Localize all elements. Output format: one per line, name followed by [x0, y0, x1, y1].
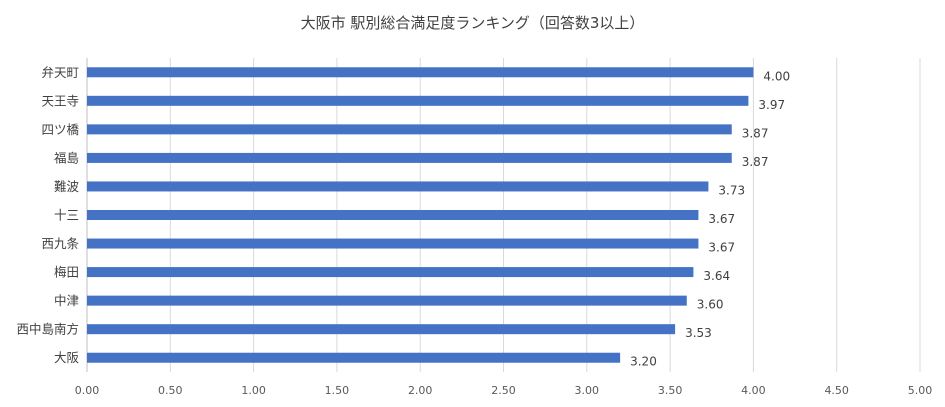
- x-tick-label: 1.00: [241, 384, 266, 397]
- data-label: 3.87: [742, 155, 769, 169]
- data-label: 4.00: [763, 69, 790, 83]
- category-label: 大阪: [54, 350, 80, 365]
- x-tick-label: 3.00: [575, 384, 600, 397]
- data-label: 3.60: [697, 298, 724, 312]
- bar: [87, 352, 621, 363]
- x-tick-label: 4.50: [824, 384, 849, 397]
- category-label: 中津: [54, 293, 79, 308]
- bar: [87, 124, 732, 135]
- data-label: 3.20: [630, 355, 657, 369]
- category-label: 十三: [54, 208, 79, 223]
- category-label: 弁天町: [41, 65, 79, 80]
- data-label: 3.64: [703, 269, 730, 283]
- x-tick-label: 4.00: [741, 384, 766, 397]
- data-label: 3.87: [742, 126, 769, 140]
- data-label: 3.67: [708, 241, 735, 255]
- bar: [87, 324, 676, 335]
- x-tick-label: 5.00: [908, 384, 933, 397]
- x-tick-label: 0.00: [75, 384, 100, 397]
- x-tick-label: 3.50: [658, 384, 683, 397]
- category-label: 福島: [54, 150, 79, 165]
- category-label: 西九条: [41, 236, 79, 251]
- category-label: 梅田: [54, 265, 79, 280]
- bar: [87, 181, 709, 192]
- x-tick-label: 2.50: [491, 384, 516, 397]
- category-label: 西中島南方: [16, 322, 79, 337]
- data-label: 3.97: [758, 98, 785, 112]
- x-tick-label: 1.50: [325, 384, 350, 397]
- bar: [87, 152, 732, 163]
- data-label: 3.73: [718, 183, 745, 197]
- bar: [87, 267, 694, 278]
- x-tick-label: 2.00: [408, 384, 433, 397]
- bar: [87, 95, 749, 106]
- data-label: 3.53: [685, 326, 712, 340]
- x-tick-label: 0.50: [158, 384, 183, 397]
- category-label: 天王寺: [41, 93, 79, 108]
- bar: [87, 210, 699, 220]
- category-label: 四ツ橋: [41, 122, 79, 137]
- bar: [87, 295, 687, 306]
- data-label: 3.67: [708, 212, 735, 226]
- chart-title: 大阪市 駅別総合満足度ランキング（回答数3以上）: [300, 14, 645, 32]
- bar: [87, 67, 754, 78]
- category-label: 難波: [54, 179, 80, 194]
- bar: [87, 238, 699, 249]
